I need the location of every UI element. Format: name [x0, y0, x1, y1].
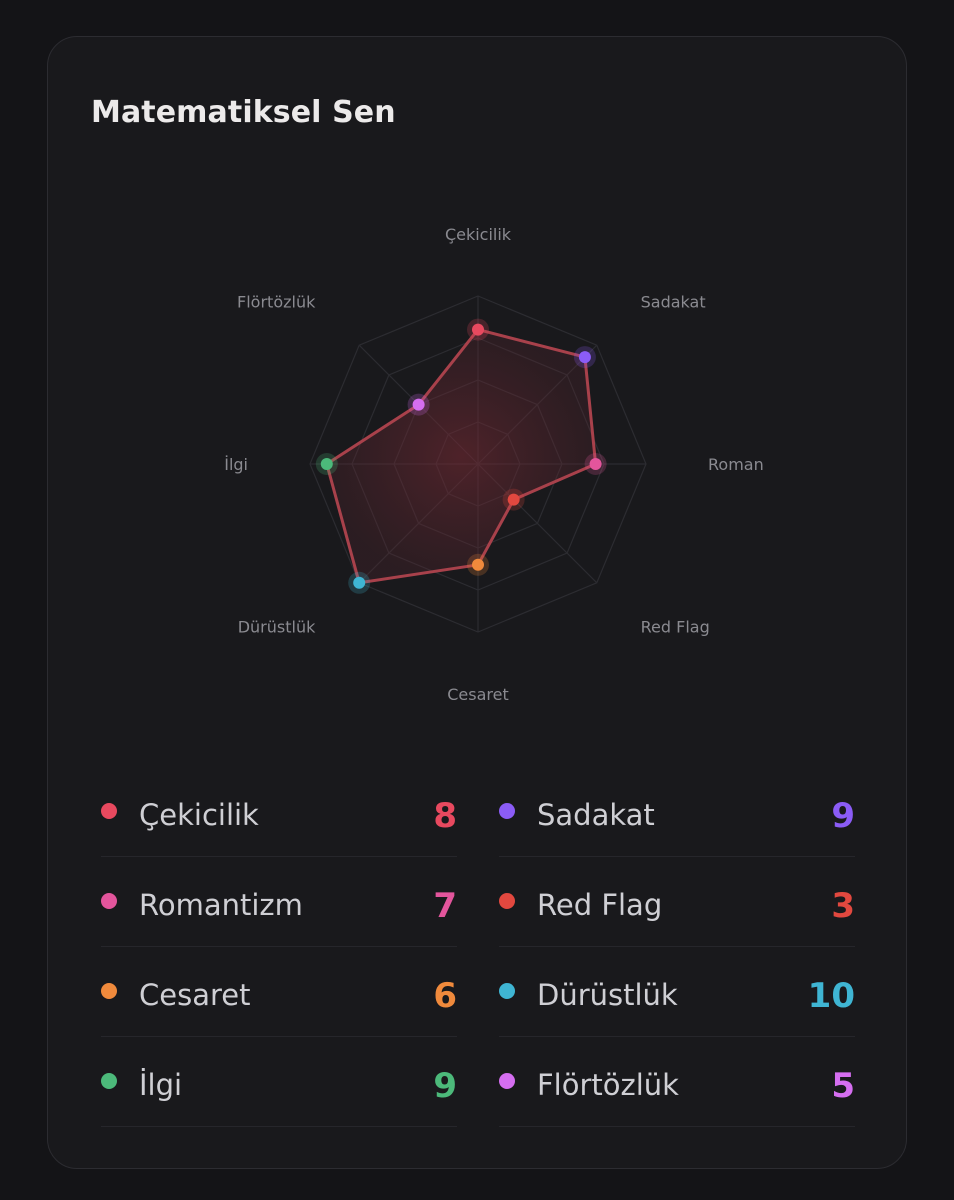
legend-dot	[499, 893, 515, 909]
legend-label: Romantizm	[139, 888, 303, 922]
legend-value: 6	[433, 976, 457, 1016]
legend-label: Red Flag	[537, 888, 663, 922]
stats-card: Matematiksel Sen Çekicilik Sadakat Roman Re…	[47, 36, 907, 1169]
radar-point	[589, 458, 602, 470]
radar-axis-label: Cesaret	[447, 685, 509, 704]
radar-points	[315, 318, 607, 594]
legend-value: 7	[433, 886, 457, 926]
legend-item: Cesaret 6	[101, 947, 457, 1037]
legend-value: 10	[807, 976, 855, 1016]
legend-item: Dürüstlük 10	[499, 947, 855, 1037]
radar-axis-label: Flörtözlük	[237, 292, 316, 311]
legend-dot	[101, 803, 117, 819]
legend-dot	[101, 893, 117, 909]
legend-label: Çekicilik	[139, 798, 259, 832]
radar-data-polygon	[325, 328, 598, 585]
radar-point	[472, 558, 484, 571]
legend-item: İlgi 9	[101, 1037, 457, 1127]
radar-axis-label: İlgi	[224, 455, 248, 474]
legend-value: 5	[831, 1066, 855, 1106]
radar-point	[320, 458, 333, 470]
legend-value: 3	[831, 886, 855, 926]
radar-axis-label: Sadakat	[641, 292, 706, 311]
legend-dot	[499, 1073, 515, 1089]
radar-point	[353, 576, 366, 589]
legend-dot	[101, 983, 117, 999]
legend-item: Red Flag 3	[499, 857, 855, 947]
card-title: Matematiksel Sen	[91, 95, 396, 130]
legend-value: 8	[433, 796, 457, 836]
radar-chart: Çekicilik Sadakat Roman Red Flag Cesaret Dürü…	[224, 225, 763, 704]
legend-label: Sadakat	[537, 798, 655, 832]
radar-axis-label: Red Flag	[641, 618, 710, 637]
legend-item: Çekicilik 8	[101, 767, 457, 857]
legend-value: 9	[831, 796, 855, 836]
legend-dot	[499, 803, 515, 819]
legend-dot	[499, 983, 515, 999]
radar-data-area	[325, 328, 598, 585]
legend-label: Flörtözlük	[537, 1068, 679, 1102]
radar-axis-label: Dürüstlük	[238, 618, 316, 637]
radar-point	[578, 351, 591, 364]
radar-point	[412, 398, 425, 411]
legend-label: Cesaret	[139, 978, 251, 1012]
radar-axis-labels: Çekicilik Sadakat Roman Red Flag Cesaret Dürü…	[224, 225, 763, 704]
legend-label: Dürüstlük	[537, 978, 678, 1012]
legend-label: İlgi	[139, 1068, 183, 1102]
radar-point	[472, 323, 484, 336]
legend-item: Sadakat 9	[499, 767, 855, 857]
radar-axis-label: Çekicilik	[445, 225, 512, 244]
legend-dot	[101, 1073, 117, 1089]
radar-point	[507, 493, 520, 506]
legend-item: Flörtözlük 5	[499, 1037, 855, 1127]
radar-axis-label: Roman	[708, 455, 764, 474]
legend-value: 9	[433, 1066, 457, 1106]
legend-item: Romantizm 7	[101, 857, 457, 947]
